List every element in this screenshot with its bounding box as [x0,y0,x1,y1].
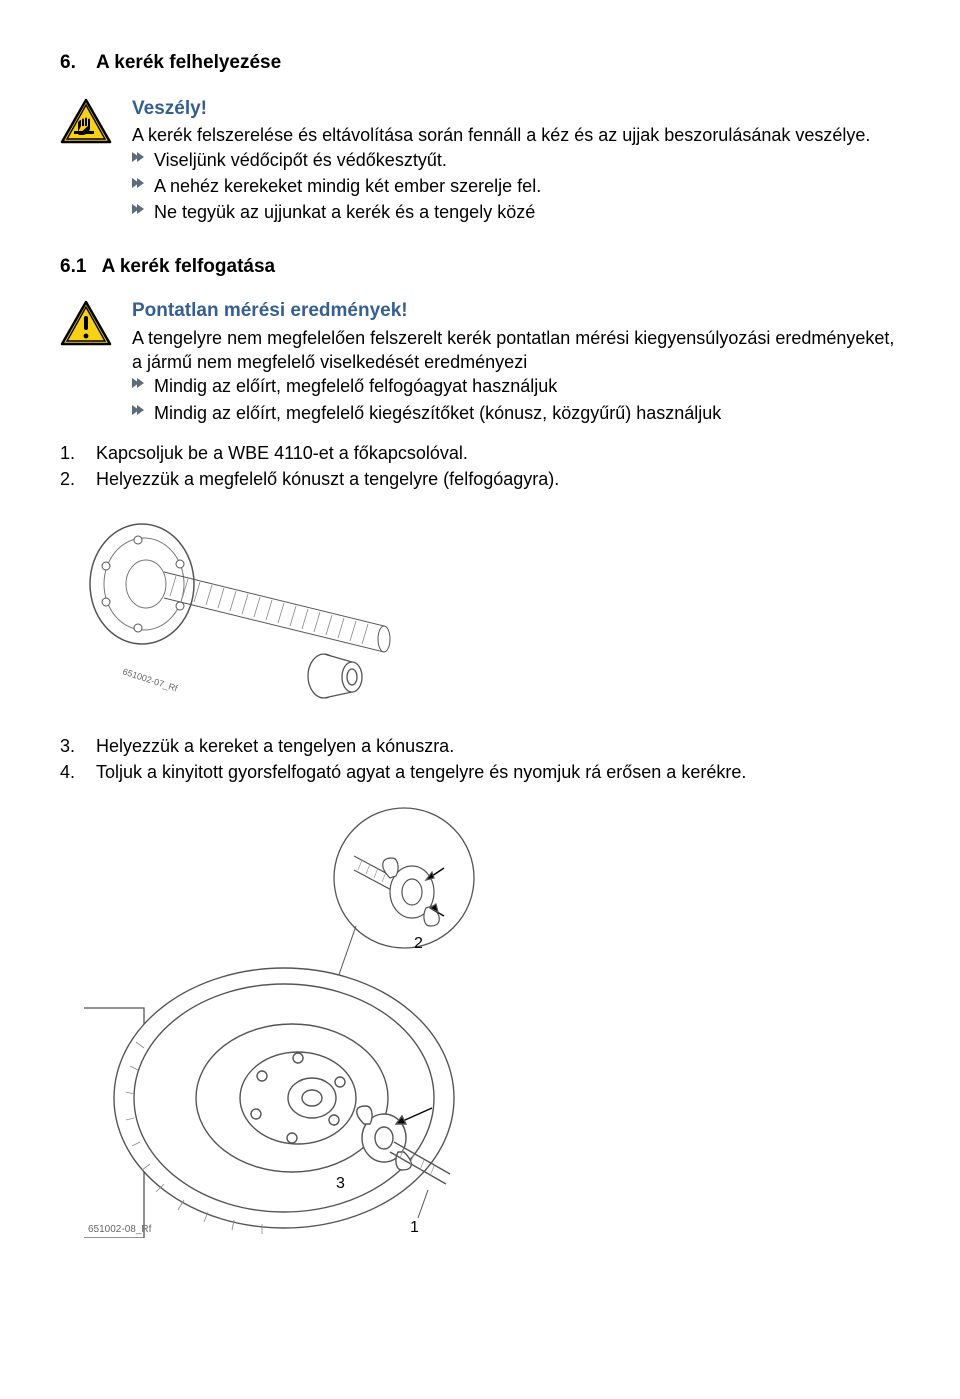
figure-shaft-cone: 651002-07_Rf [60,506,900,716]
figure2-caption: 651002-08_Rf [88,1224,152,1235]
subsection-number: 6.1 [60,256,86,277]
caution-bullet-1: Mindig az előírt, megfelelő felfogóagyat… [154,374,557,398]
step-number: 2. [60,467,96,491]
danger-block: Veszély! A kerék felszerelése és eltávol… [60,96,900,227]
step-text: Helyezzük a megfelelő kónuszt a tengelyr… [96,467,559,491]
chevron-icon [132,200,154,214]
section-title: A kerék felhelyezése [96,50,281,76]
step-text: Helyezzük a kereket a tengelyen a kónusz… [96,734,454,758]
caution-warning-icon [60,298,132,346]
subsection-6-1-heading: 6.1 A kerék felfogatása [60,254,900,280]
caution-title: Pontatlan mérési eredmények! [132,298,900,324]
steps-3-4: 3. Helyezzük a kereket a tengelyen a kón… [60,734,900,785]
caution-bullets: Mindig az előírt, megfelelő felfogóagyat… [132,374,900,425]
step-number: 1. [60,441,96,465]
step-text: Toljuk a kinyitott gyorsfelfogató agyat … [96,760,746,784]
step-number: 3. [60,734,96,758]
chevron-icon [132,374,154,388]
hand-pinch-warning-icon [60,96,132,144]
figure2-label-2: 2 [414,935,423,952]
section-6-heading: 6. A kerék felhelyezése [60,50,900,76]
subsection-title: A kerék felfogatása [102,256,276,277]
figure-wheel-mount: 2 [60,798,900,1238]
section-number: 6. [60,50,96,76]
step-text: Kapcsoljuk be a WBE 4110-et a főkapcsoló… [96,441,468,465]
chevron-icon [132,148,154,162]
steps-1-2: 1. Kapcsoljuk be a WBE 4110-et a főkapcs… [60,441,900,492]
danger-title: Veszély! [132,96,900,122]
figure2-label-1: 1 [410,1219,419,1236]
danger-bullets: Viseljünk védőcipőt és védőkesztyűt. A n… [132,148,900,225]
chevron-icon [132,401,154,415]
caution-bullet-2: Mindig az előírt, megfelelő kiegészítőke… [154,401,721,425]
danger-bullet-3: Ne tegyük az ujjunkat a kerék és a tenge… [154,200,535,224]
caution-block: Pontatlan mérési eredmények! A tengelyre… [60,298,900,427]
chevron-icon [132,174,154,188]
danger-body: A kerék felszerelése és eltávolítása sor… [132,123,900,147]
figure2-label-3: 3 [336,1175,345,1192]
danger-bullet-1: Viseljünk védőcipőt és védőkesztyűt. [154,148,447,172]
step-number: 4. [60,760,96,784]
figure1-caption: 651002-07_Rf [121,666,179,693]
caution-body: A tengelyre nem megfelelően felszerelt k… [132,326,900,375]
danger-bullet-2: A nehéz kerekeket mindig két ember szere… [154,174,541,198]
